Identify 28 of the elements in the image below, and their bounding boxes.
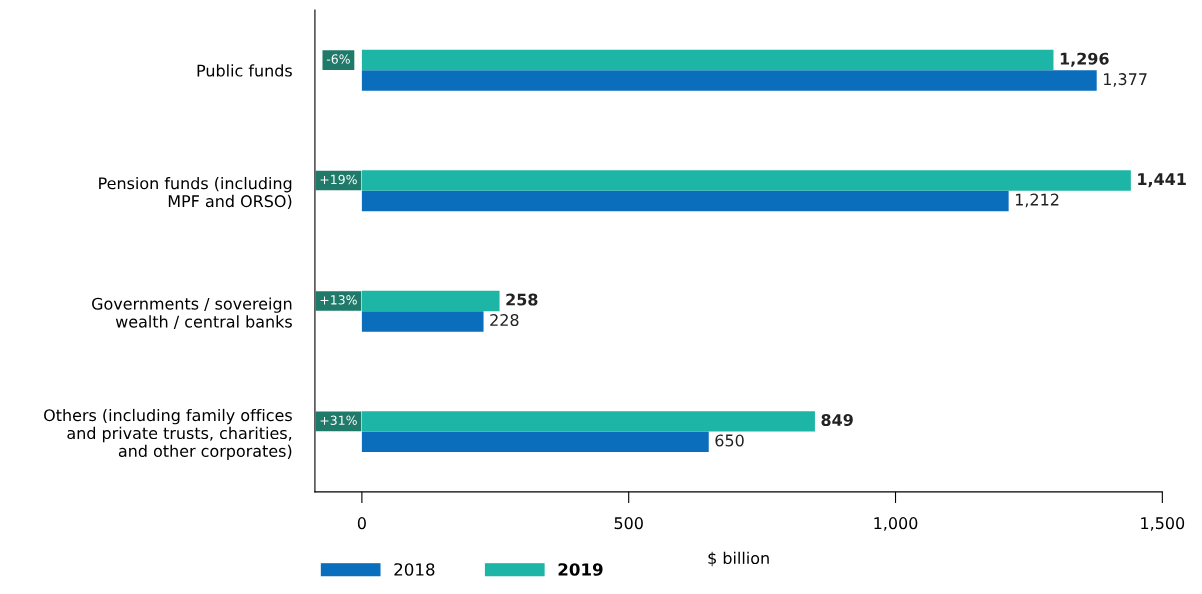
- data-label: 849: [821, 413, 853, 427]
- x-tick-label: 1,000: [874, 517, 918, 531]
- data-label: 650: [715, 434, 744, 447]
- y-tick-label: Public funds: [197, 64, 292, 77]
- y-tick-label: Pension funds (including MPF and ORSO): [99, 176, 292, 210]
- bar: [361, 49, 1054, 71]
- y-tick-label: Others (including family offices and private trusts, charities, and other corporates): [44, 408, 292, 461]
- data-label: 1,296: [1060, 52, 1109, 67]
- annotation: +31%: [320, 415, 357, 426]
- legend-label: 2019: [558, 563, 603, 576]
- bar: [361, 70, 1097, 91]
- y-tick-label: Governments / sovereign wealth / central banks: [92, 297, 292, 329]
- data-label: 1,441: [1138, 173, 1186, 188]
- x-tick-label: 0: [357, 517, 366, 530]
- data-label: 1,377: [1104, 73, 1147, 87]
- data-label: 1,212: [1015, 193, 1059, 208]
- x-tick-label: 1,500: [1141, 517, 1185, 531]
- legend-label: 2018: [394, 563, 435, 576]
- data-label: 258: [506, 293, 538, 306]
- x-tick-label: 500: [614, 517, 643, 530]
- annotation: +13%: [320, 295, 357, 305]
- annotation: +19%: [320, 174, 357, 185]
- bar: [361, 190, 1009, 212]
- bar: [361, 311, 484, 332]
- annotation: -6%: [326, 54, 350, 64]
- x-axis-title: $ billion: [708, 551, 769, 567]
- data-label: 228: [490, 313, 519, 327]
- bar: [361, 431, 709, 453]
